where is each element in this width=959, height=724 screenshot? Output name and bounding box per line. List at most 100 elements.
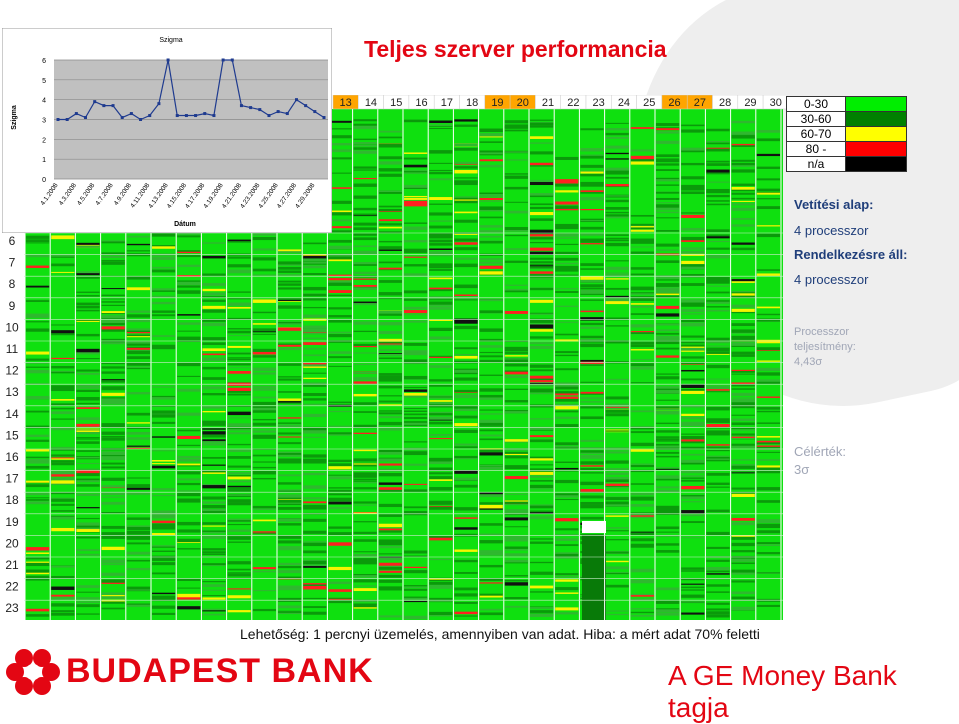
heatmap-cell <box>378 226 402 229</box>
heatmap-cell <box>303 398 327 401</box>
heatmap-cell <box>656 283 680 285</box>
heatmap-cell <box>177 529 201 533</box>
heatmap-cell <box>51 612 75 616</box>
heatmap-cell <box>303 497 327 500</box>
heatmap-cell <box>303 393 327 396</box>
heatmap-cell <box>479 225 503 228</box>
heatmap-cell <box>278 502 302 504</box>
heatmap-cell <box>454 180 478 183</box>
heatmap-cell <box>303 242 327 245</box>
heatmap-cell <box>278 461 302 464</box>
heatmap-cell <box>378 400 402 403</box>
heatmap-cell <box>504 311 528 314</box>
heatmap-cell <box>202 386 226 390</box>
heatmap-cell <box>353 424 377 429</box>
heatmap-cell <box>252 367 276 371</box>
heatmap-cell <box>630 410 654 413</box>
heatmap-cell <box>101 477 125 481</box>
heatmap-cell <box>504 248 528 250</box>
heatmap-cell <box>630 223 654 226</box>
heatmap-cell <box>605 237 629 240</box>
heatmap-cell <box>404 452 428 456</box>
heatmap-cell <box>530 312 554 315</box>
heatmap-cell <box>202 353 226 356</box>
heatmap-cell <box>479 206 503 210</box>
heatmap-cell <box>429 212 453 216</box>
heatmap-cell <box>404 389 428 392</box>
heatmap-cell <box>454 446 478 449</box>
heatmap-cell <box>152 386 176 388</box>
heatmap-cell <box>26 459 50 463</box>
heatmap-cell <box>101 392 125 396</box>
heatmap-cell <box>353 141 377 145</box>
heatmap-cell <box>630 349 654 351</box>
heatmap-cell <box>152 347 176 350</box>
heatmap-cell <box>353 464 377 467</box>
heatmap-cell <box>605 340 629 344</box>
heatmap-cell <box>378 349 402 352</box>
heatmap-cell <box>227 306 251 309</box>
heatmap-cell <box>656 436 680 438</box>
heatmap-cell <box>76 402 100 405</box>
heatmap-cell <box>26 425 50 429</box>
heatmap-cell <box>706 129 730 132</box>
heatmap-cell <box>227 387 251 391</box>
heatmap-cell <box>580 148 604 152</box>
heatmap-cell <box>731 537 755 540</box>
heatmap-cell <box>328 307 352 310</box>
heatmap-cell <box>202 428 226 430</box>
heatmap-cell <box>353 138 377 141</box>
heatmap-cell <box>656 390 680 394</box>
heatmap-cell <box>681 459 705 463</box>
heatmap-cell <box>202 501 226 504</box>
heatmap-cell <box>605 260 629 262</box>
heatmap-cell <box>605 403 629 407</box>
heatmap-cell <box>429 536 453 538</box>
avail-label: Rendelkezésre áll: <box>794 247 908 262</box>
row-label: 21 <box>5 558 19 572</box>
heatmap-cell <box>404 290 428 294</box>
heatmap-cell <box>353 227 377 231</box>
heatmap-cell <box>530 329 554 332</box>
heatmap-cell <box>378 395 402 397</box>
heatmap-cell <box>26 547 50 551</box>
heatmap-cell <box>756 166 780 169</box>
heatmap-cell <box>177 363 201 367</box>
heatmap-cell <box>278 250 302 254</box>
heatmap-cell <box>76 438 100 440</box>
heatmap-cell <box>656 249 680 251</box>
heatmap-cell <box>152 545 176 547</box>
heatmap-cell <box>152 494 176 497</box>
heatmap-cell <box>605 504 629 507</box>
heatmap-cell <box>454 377 478 381</box>
heatmap-cell <box>605 243 629 247</box>
heatmap-cell <box>252 422 276 426</box>
heatmap-cell <box>303 403 327 406</box>
heatmap-cell <box>530 336 554 339</box>
heatmap-cell <box>227 480 251 483</box>
sigma-data-point <box>166 58 170 62</box>
heatmap-cell <box>580 468 604 471</box>
heatmap-cell <box>731 354 755 357</box>
heatmap-cell <box>479 200 503 202</box>
heatmap-cell <box>227 443 251 446</box>
heatmap-cell <box>26 572 50 575</box>
heatmap-cell <box>605 287 629 290</box>
heatmap-cell <box>530 484 554 489</box>
heatmap-cell <box>378 587 402 591</box>
heatmap-cell <box>454 238 478 242</box>
heatmap-cell <box>630 251 654 254</box>
heatmap-cell <box>580 501 604 505</box>
heatmap-cell <box>681 162 705 166</box>
heatmap-cell <box>404 298 428 301</box>
heatmap-cell <box>706 291 730 294</box>
heatmap-cell <box>177 375 201 377</box>
heatmap-cell <box>76 333 100 337</box>
column-header-label: 30 <box>770 97 782 109</box>
heatmap-cell <box>681 586 705 589</box>
heatmap-cell <box>555 442 579 446</box>
heatmap-cell <box>555 251 579 255</box>
heatmap-cell <box>605 183 629 187</box>
heatmap-cell <box>630 303 654 305</box>
heatmap-cell <box>101 401 125 405</box>
